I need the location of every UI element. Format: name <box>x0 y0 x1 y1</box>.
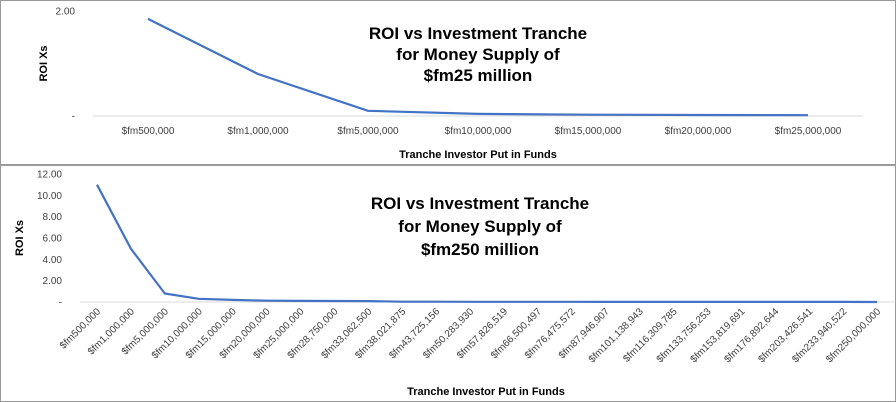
y-tick-label: 12.00 <box>37 170 62 181</box>
y-tick-label: 2.00 <box>56 7 76 18</box>
x-axis-title: Tranche Investor Put in Funds <box>407 386 565 398</box>
roi-chart-250m: ROI vs Investment Tranche for Money Suppl… <box>14 170 894 398</box>
y-tick-label: 6.00 <box>43 234 63 245</box>
chart-title-line: for Money Supply of <box>398 217 562 236</box>
y-tick-label: - <box>72 112 75 123</box>
x-tick-label: $fm500,000 <box>122 126 175 137</box>
y-tick-label: 10.00 <box>37 191 62 202</box>
chart-title-line: $fm25 million <box>424 66 533 85</box>
chart-title-line: ROI vs Investment Tranche <box>371 194 589 213</box>
x-tick-label: $fm25,000,000 <box>775 126 842 137</box>
y-axis-title: ROI Xs <box>14 220 26 256</box>
x-tick-label: $fm15,000,000 <box>555 126 622 137</box>
roi-chart-25m: ROI vs Investment Tranche for Money Suppl… <box>38 7 863 161</box>
chart-title-line: $fm250 million <box>421 240 539 259</box>
y-tick-label: 2.00 <box>43 276 63 287</box>
x-tick-label: $fm20,000,000 <box>665 126 732 137</box>
y-axis-title: ROI Xs <box>38 45 50 81</box>
chart-panel-roi-25m: ROI vs Investment Tranche for Money Suppl… <box>0 0 896 165</box>
x-axis-title: Tranche Investor Put in Funds <box>399 149 557 161</box>
x-tick-label: $fm1,000,000 <box>227 126 289 137</box>
y-tick-label: 4.00 <box>43 255 63 266</box>
x-tick-label: $fm10,000,000 <box>445 126 512 137</box>
y-tick-label: 8.00 <box>43 212 63 223</box>
chart-title-line: ROI vs Investment Tranche <box>369 24 587 43</box>
y-tick-label: - <box>59 298 62 309</box>
x-tick-label: $fm5,000,000 <box>337 126 399 137</box>
chart-title-line: for Money Supply of <box>396 45 560 64</box>
chart-panel-roi-250m: ROI vs Investment Tranche for Money Suppl… <box>0 165 896 402</box>
series-line <box>96 184 878 304</box>
